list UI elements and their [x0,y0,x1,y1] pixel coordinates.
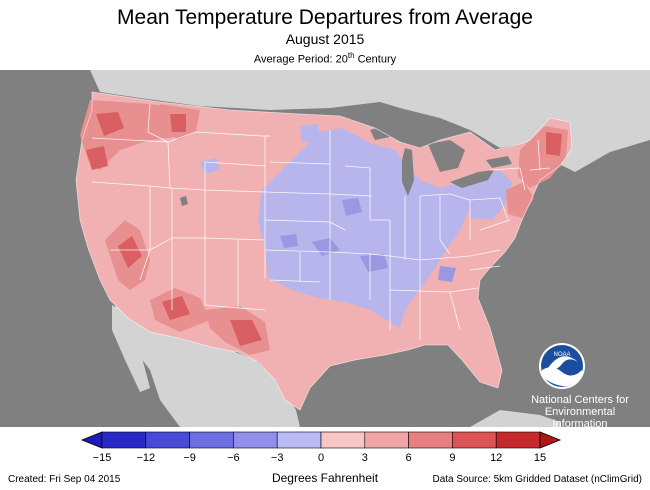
legend-units: Degrees Fahrenheit [271,471,379,485]
legend-swatch [495,431,541,449]
color-legend-bar [80,431,562,449]
warm-core-texas [230,320,262,346]
legend-tick-label: 3 [361,452,368,464]
baja-land [112,305,150,392]
lake-michigan [402,148,414,196]
legend-swatch [276,431,322,449]
legend-swatch [364,431,409,449]
lake-erie [450,170,494,188]
warm-core-oregon [86,146,108,170]
legend-tick-label: 12 [490,452,503,464]
legend-arrow-above [539,431,562,449]
mexico-land [115,305,300,427]
ncei-label-line-2: Environmental [544,406,616,418]
cool-core-5 [280,234,298,248]
cool-spot-north [300,124,320,142]
great-salt-lake [180,196,188,206]
legend-swatch [452,431,497,449]
warm-core-washington [96,112,124,136]
warm-core-california [118,236,142,268]
average-period-prefix: Average Period: 20 [253,53,348,66]
legend-tick-label: −12 [136,452,156,464]
map-title: Mean Temperature Departures from Average [117,6,533,29]
legend-tick-label: −6 [227,452,240,464]
warm-core-maine [546,132,562,156]
legend-swatch [320,431,366,449]
warm-core-arizona [162,296,190,320]
us-temperature-map [0,70,650,427]
legend-tick-label: 9 [449,452,456,464]
ncei-label-line-1: National Centers for [531,394,629,406]
color-legend [0,430,650,460]
lake-huron [428,140,465,172]
legend-tick-label: −9 [183,452,196,464]
legend-swatch [233,431,278,449]
cuba-land [470,410,560,427]
created-date: Created: Fri Sep 04 2015 [8,474,121,485]
average-period: Average Period: 20th Century [0,49,650,67]
ncei-label: National Centers for Environmental Infor… [520,394,640,427]
legend-tick-label: 0 [317,452,325,464]
legend-swatch [408,431,453,449]
cool-anomaly-region [258,128,492,328]
warm-core-idaho [170,114,186,132]
cool-core-1 [342,198,362,216]
legend-tick-label: 6 [405,452,412,464]
legend-swatches [101,431,541,449]
legend-tick-label: −15 [92,452,112,464]
map-subtitle: August 2015 [285,31,365,47]
legend-swatch [101,431,147,449]
average-period-suffix: Century [354,53,397,66]
canada-land [0,70,650,172]
legend-swatch [189,431,234,449]
noaa-logo: NOAA [539,343,585,389]
legend-arrow-below [80,431,103,449]
legend-swatch [145,431,190,449]
cool-core-4 [438,266,456,282]
legend-tick-label: 15 [533,452,547,464]
title-block: Mean Temperature Departures from Average… [0,0,650,67]
data-source: Data Source: 5km Gridded Dataset (nClimG… [432,474,642,485]
lake-ontario [486,156,512,168]
legend-tick-label: −3 [270,452,284,464]
state-borders [91,103,551,340]
svg-text:NOAA: NOAA [553,352,570,358]
lake-superior [370,122,440,140]
conus-outline [75,91,573,411]
cool-core-3 [360,254,388,272]
ncei-label-line-3: Information [552,418,608,427]
average-period-sup: th [347,51,355,60]
cool-anomaly-east [470,170,512,220]
map-panel: NOAA National Centers for Environmental … [0,70,650,427]
